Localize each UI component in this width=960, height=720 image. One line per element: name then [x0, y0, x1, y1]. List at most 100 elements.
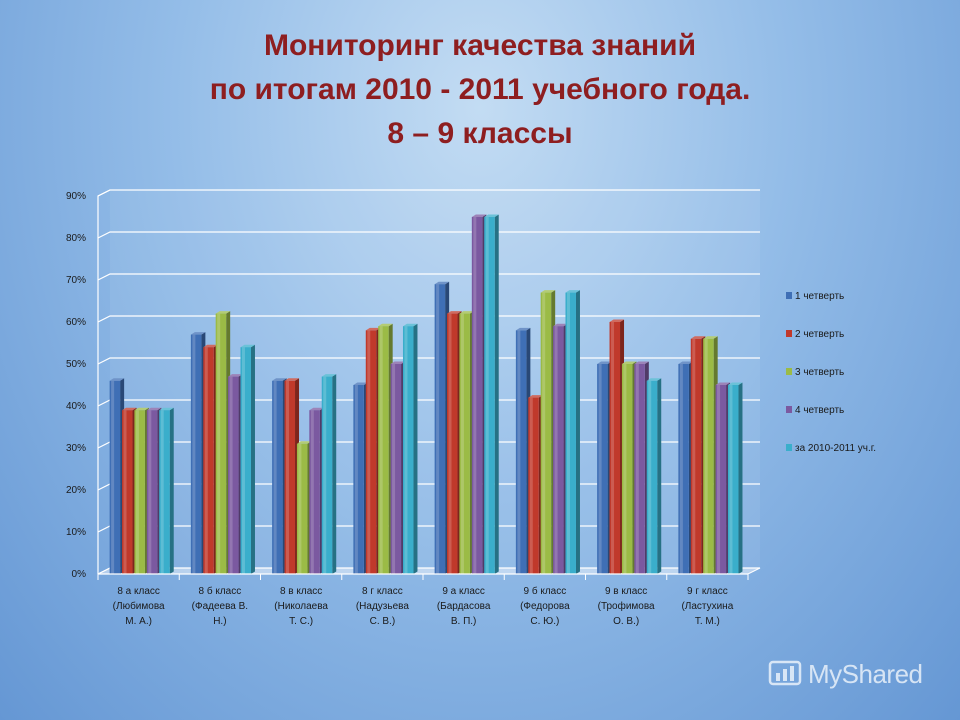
bar-top	[727, 382, 743, 385]
y-tick-label: 80%	[66, 233, 86, 244]
bar-top	[390, 361, 406, 364]
bar	[296, 443, 308, 574]
bar	[553, 326, 564, 574]
bar-top	[609, 319, 625, 322]
watermark-text: MyShared	[808, 658, 923, 689]
gridline	[97, 273, 760, 281]
bar-top	[540, 290, 556, 293]
bar	[715, 385, 727, 574]
legend-swatch	[786, 330, 792, 337]
bar	[284, 380, 296, 574]
bar-top	[109, 378, 125, 381]
bar	[203, 347, 214, 574]
bar	[634, 364, 645, 574]
bar-highlight	[517, 330, 521, 574]
bar-highlight	[404, 326, 408, 574]
bar-side	[413, 323, 418, 574]
myshared-logo-icon	[768, 660, 802, 686]
bar-top	[240, 344, 255, 348]
bar	[402, 326, 414, 574]
watermark: MyShared	[768, 656, 948, 692]
bar-top	[272, 378, 287, 381]
bar-highlight	[298, 443, 302, 574]
legend-label: за 2010-2011 уч.г.	[795, 443, 876, 454]
bar-highlight	[473, 217, 477, 574]
bar	[727, 385, 739, 574]
bar-top	[309, 407, 324, 411]
x-tick-label: С. В.)	[370, 616, 396, 627]
chart-title-line-1: Мониторинг качества знаний	[263, 29, 697, 62]
bar-highlight	[229, 376, 233, 574]
x-tick-label: 9 а класс	[442, 586, 485, 597]
x-tick-label: Т. С.)	[289, 616, 313, 627]
bar-top	[553, 323, 568, 327]
bar-highlight	[529, 397, 533, 574]
bar-top	[515, 327, 531, 331]
bar-side	[250, 344, 255, 574]
bar-highlight	[485, 217, 489, 574]
bar	[540, 292, 552, 574]
bar-side	[657, 378, 662, 574]
x-tick-label: С. Ю.)	[530, 616, 559, 627]
bar-top	[321, 374, 337, 377]
bar-highlight	[623, 364, 627, 574]
bar-top	[378, 323, 393, 327]
bar-highlight	[566, 292, 570, 574]
bar	[528, 397, 539, 574]
bar-top	[296, 441, 312, 444]
x-tick-label: (Николаева	[274, 601, 328, 612]
x-tick-label: (Фадеева В.	[192, 601, 248, 612]
bar-highlight	[611, 322, 615, 574]
bar-top	[122, 407, 137, 411]
legend-swatch	[786, 444, 792, 451]
bar	[690, 338, 702, 574]
bar-top	[215, 311, 231, 314]
bar	[122, 410, 133, 574]
bar-top	[621, 361, 637, 364]
y-tick-label: 90%	[66, 191, 86, 202]
bar	[159, 410, 170, 574]
legend-swatch	[786, 292, 792, 299]
bar-top	[459, 311, 474, 314]
bar	[215, 313, 227, 574]
bar	[190, 334, 202, 574]
bar	[447, 313, 458, 574]
bar-top	[284, 378, 300, 381]
bar	[272, 380, 283, 574]
x-tick-label: (Надузьева	[356, 601, 410, 612]
x-tick-label: 9 б класс	[524, 585, 567, 597]
bar	[240, 347, 251, 574]
bar-highlight	[273, 380, 277, 574]
y-tick-label: 50%	[66, 359, 86, 370]
bar-highlight	[160, 410, 164, 574]
y-axis-line	[97, 189, 111, 574]
x-tick-label: (Федорова	[520, 601, 570, 612]
chart-title-line-2: по итогам 2010 - 2011 учебного года.	[209, 73, 751, 106]
bar-top	[159, 407, 174, 411]
bar-side	[169, 407, 174, 574]
bar-highlight	[598, 364, 602, 574]
x-tick-label: В. П.)	[451, 616, 477, 627]
bar-highlight	[448, 313, 452, 574]
legend-label: 2 четверть	[795, 329, 844, 340]
bar-top	[565, 290, 580, 293]
bar	[484, 217, 495, 574]
bar-top	[134, 407, 149, 411]
bar	[309, 410, 320, 574]
legend-label: 1 четверть	[795, 291, 844, 302]
x-tick-label: 8 в класс	[280, 586, 322, 597]
bar-highlight	[286, 380, 290, 574]
bar-top	[484, 214, 499, 217]
bar-highlight	[148, 410, 152, 574]
bar-side	[332, 374, 337, 574]
x-tick-label: М. А.)	[125, 616, 152, 627]
bar	[146, 410, 158, 574]
bar	[703, 338, 714, 574]
bar-side	[738, 382, 743, 574]
bar-top	[597, 361, 612, 364]
bar	[565, 292, 576, 574]
bar-highlight	[241, 347, 245, 574]
bar	[378, 326, 389, 574]
x-tick-label: Т. М.)	[695, 616, 720, 627]
